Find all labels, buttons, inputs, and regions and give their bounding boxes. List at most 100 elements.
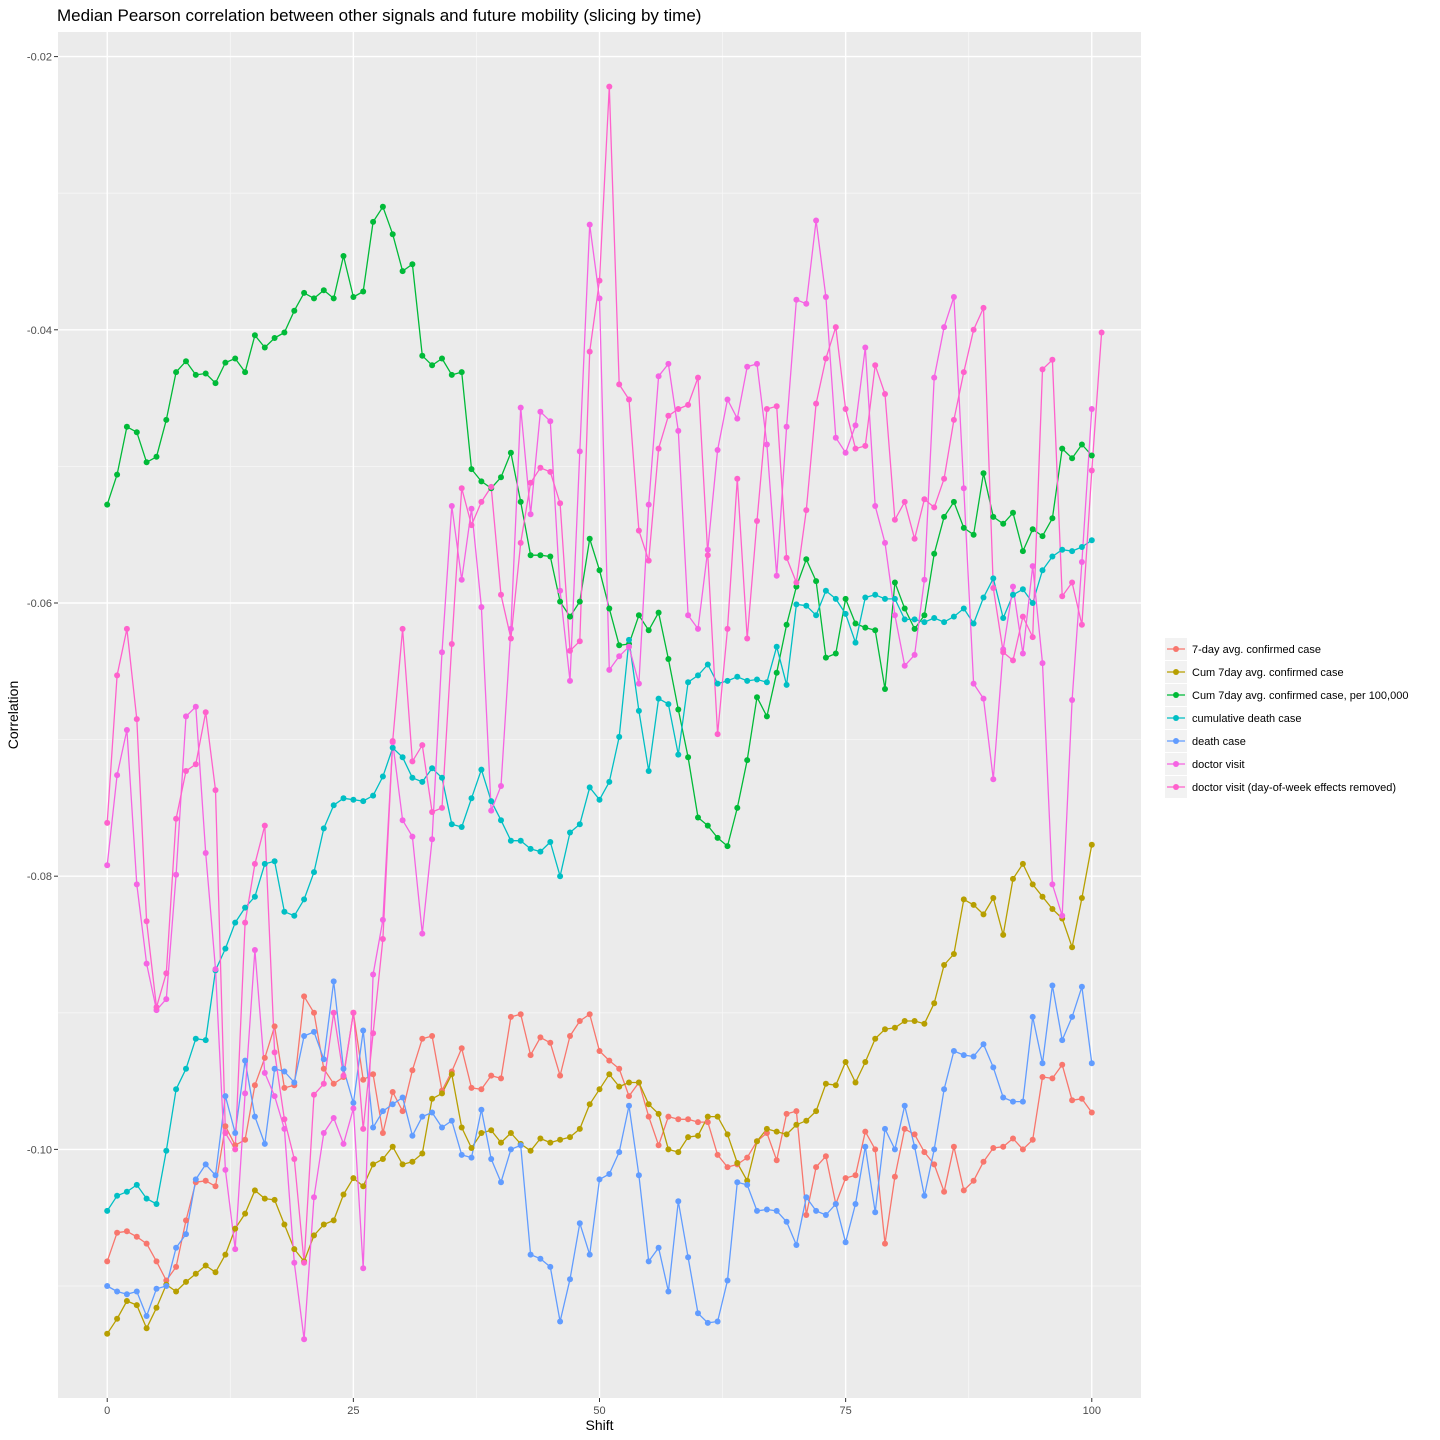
data-point [261, 1140, 268, 1147]
data-point [567, 1134, 573, 1141]
data-point [842, 406, 849, 412]
data-point [921, 1192, 928, 1199]
data-point [695, 625, 701, 632]
data-point [291, 307, 298, 314]
data-point [921, 576, 928, 583]
data-point [379, 1130, 386, 1136]
data-point [183, 768, 189, 774]
data-point [212, 1269, 219, 1276]
data-point [882, 539, 888, 546]
legend-label: Cum 7day avg. confirmed case, per 100,00… [1192, 690, 1408, 702]
data-point [360, 1076, 367, 1083]
data-point [990, 1064, 997, 1071]
data-point [311, 869, 317, 876]
data-point [419, 930, 426, 937]
x-tick-label: 50 [593, 1405, 605, 1417]
data-point [1019, 548, 1026, 555]
data-point [665, 412, 672, 419]
data-point [635, 612, 642, 619]
data-point [360, 1125, 367, 1132]
data-point [330, 1009, 337, 1016]
data-point [1000, 649, 1007, 656]
data-point [911, 616, 918, 623]
data-point [281, 1116, 288, 1123]
data-point [931, 615, 938, 621]
data-point [340, 795, 347, 802]
data-point [783, 1218, 790, 1225]
data-point [458, 369, 465, 376]
data-point [832, 1082, 839, 1089]
data-point [1088, 452, 1095, 459]
data-point [1029, 563, 1036, 570]
data-point [291, 1246, 298, 1253]
data-point [744, 677, 751, 684]
data-point [281, 908, 288, 915]
data-point [586, 348, 593, 355]
data-point [320, 1130, 327, 1136]
legend-key-point [1173, 761, 1179, 767]
data-point [281, 1125, 288, 1132]
data-point [567, 829, 573, 836]
data-point [478, 604, 485, 611]
data-point [714, 834, 721, 841]
y-axis-title: Correlation [5, 681, 21, 749]
data-point [803, 507, 810, 514]
data-point [123, 1291, 130, 1298]
x-axis-title: Shift [585, 1417, 613, 1433]
data-point [921, 496, 928, 503]
series-points-3 [104, 537, 1095, 1214]
data-point [498, 1075, 504, 1082]
data-point [1059, 1037, 1066, 1044]
data-point [114, 672, 121, 679]
data-point [685, 754, 692, 761]
data-point [882, 1026, 888, 1033]
data-point [123, 1188, 130, 1195]
data-point [133, 429, 140, 436]
data-point [379, 1156, 386, 1162]
data-point [330, 1080, 337, 1087]
data-point [724, 677, 731, 684]
legend-item: doctor visit [1165, 753, 1245, 775]
data-point [1019, 650, 1026, 657]
series-points-5 [104, 217, 1095, 1343]
data-point [311, 1194, 317, 1201]
data-point [754, 1207, 760, 1214]
data-point [192, 761, 199, 768]
data-point [468, 1154, 475, 1161]
data-point [635, 707, 642, 714]
data-point [941, 475, 948, 482]
data-point [803, 1117, 810, 1124]
data-point [212, 380, 219, 387]
legend-item: death case [1165, 730, 1246, 752]
data-point [744, 363, 751, 370]
data-point [941, 962, 948, 968]
x-tick-label: 75 [840, 1405, 852, 1417]
data-point [950, 1143, 957, 1150]
data-point [901, 498, 908, 505]
data-point [695, 374, 701, 381]
legend-item: 7-day avg. confirmed case [1165, 638, 1321, 660]
data-point [596, 1048, 603, 1054]
data-point [488, 483, 495, 490]
data-point [645, 1101, 652, 1108]
data-point [301, 1336, 308, 1343]
data-point [813, 1108, 820, 1115]
data-point [1069, 944, 1076, 951]
data-point [1039, 567, 1046, 574]
data-point [606, 666, 613, 673]
data-point [980, 1041, 987, 1048]
data-point [763, 1206, 770, 1213]
data-point [409, 774, 416, 781]
data-point [980, 470, 987, 477]
data-point [527, 511, 534, 518]
data-point [616, 733, 623, 740]
data-point [813, 1207, 820, 1214]
data-point [507, 1013, 514, 1020]
data-point [970, 326, 977, 333]
data-point [301, 993, 308, 1000]
data-point [114, 471, 121, 478]
data-point [517, 498, 524, 505]
data-point [704, 552, 711, 559]
data-point [340, 1191, 347, 1198]
data-point [1000, 615, 1007, 621]
